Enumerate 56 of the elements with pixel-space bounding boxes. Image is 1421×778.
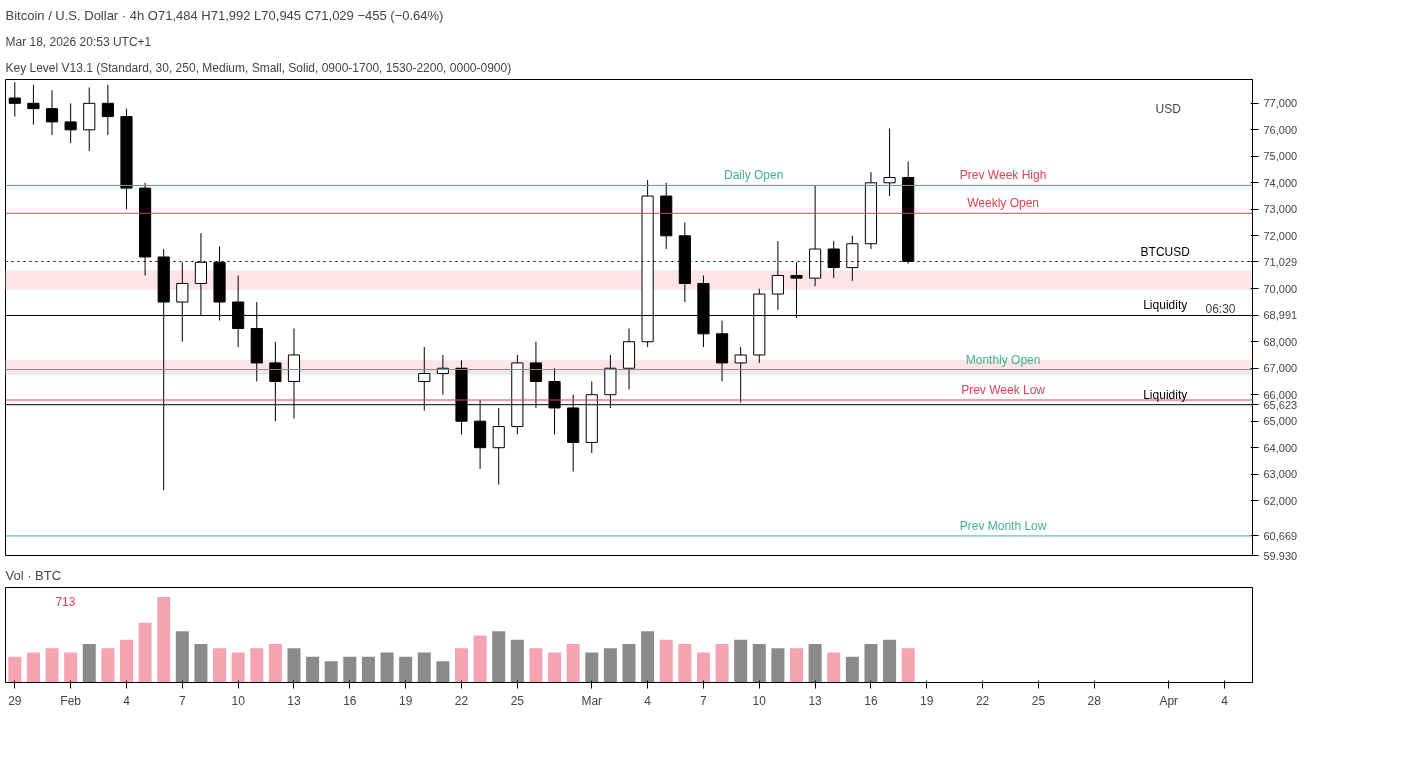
chart-title: Bitcoin / U.S. Dollar · 4h O71,484 H71,992 L70,945 C71,029 −455 (−0.64%) [5,7,444,23]
ref-line-label: Prev Week Low [961,383,1046,398]
x-tick-label: 7 [700,693,708,708]
x-tick-label: 10 [231,693,246,708]
y-tick-label: 62,000 [1263,494,1298,507]
x-tick-label: 7 [178,693,186,708]
ref-line-label: Liquidity [1143,387,1188,402]
chart-subtitle: Key Level V13.1 (Standard, 30, 250, Medium, Small, Solid, 0900-1700, 1530-2200, 0000-0900) [5,60,512,75]
y-tick-label: 67,000 [1263,362,1298,375]
y-tick-label: 60,669 [1263,529,1298,542]
x-tick-label: 25 [510,693,525,708]
x-tick-label: 4 [123,693,131,708]
x-tick-label: Feb [60,693,82,708]
x-tick-label: 4 [1221,693,1229,708]
y-tick-label: 65,000 [1263,415,1298,428]
x-tick-label: 4 [644,693,652,708]
x-tick-label: Mar [581,693,603,708]
x-tick-label: 29 [8,693,22,708]
y-tick-label: 75,000 [1263,150,1298,163]
y-tick-label: 74,000 [1263,176,1298,189]
x-tick-label: 28 [1087,693,1102,708]
ref-line-label: Prev Month Low [959,518,1047,533]
x-tick-label: 19 [398,693,413,708]
y-tick-label: 70,000 [1263,282,1298,295]
ref-line-label: Monthly Open [965,352,1041,367]
x-tick-label: 19 [920,693,934,708]
y-tick-label: 72,000 [1263,229,1298,242]
annotation: USD [1155,101,1182,116]
y-tick-label: 63,000 [1263,468,1298,481]
y-tick-label: 59,930 [1263,549,1298,562]
y-tick-label: 68,000 [1263,335,1298,348]
y-tick-label: 73,000 [1263,203,1298,216]
y-tick-label: 77,000 [1263,97,1298,110]
x-tick-label: 25 [1031,693,1046,708]
x-tick-label: Apr [1159,693,1179,708]
y-tick-label: 68,991 [1263,309,1298,322]
annotation: 713 [55,595,76,609]
x-tick-label: 13 [287,693,301,708]
x-tick-label: 22 [975,693,990,708]
x-tick-label: 13 [808,693,823,708]
x-tick-label: 10 [752,693,767,708]
y-tick-label: 64,000 [1263,441,1298,454]
x-tick-label: 22 [454,693,469,708]
annotation: 06:30 [1205,301,1236,316]
x-tick-label: 16 [343,693,357,708]
chart-title: Vol · BTC [5,567,62,583]
ref-line-label: BTCUSD [1140,244,1191,259]
ref-line-label: Daily Open [724,168,784,183]
ref-line-label: Prev Week High [959,168,1047,183]
y-tick-label: 71,029 [1263,255,1298,268]
y-tick-label: 66,000 [1263,388,1298,401]
y-tick-label: 76,000 [1263,123,1298,136]
ref-line-label: Liquidity [1143,298,1188,313]
text: Mar 18, 2026 20:53 UTC+1 [5,34,152,49]
ref-line-label: Weekly Open [967,196,1040,211]
x-tick-label: 16 [864,693,878,708]
